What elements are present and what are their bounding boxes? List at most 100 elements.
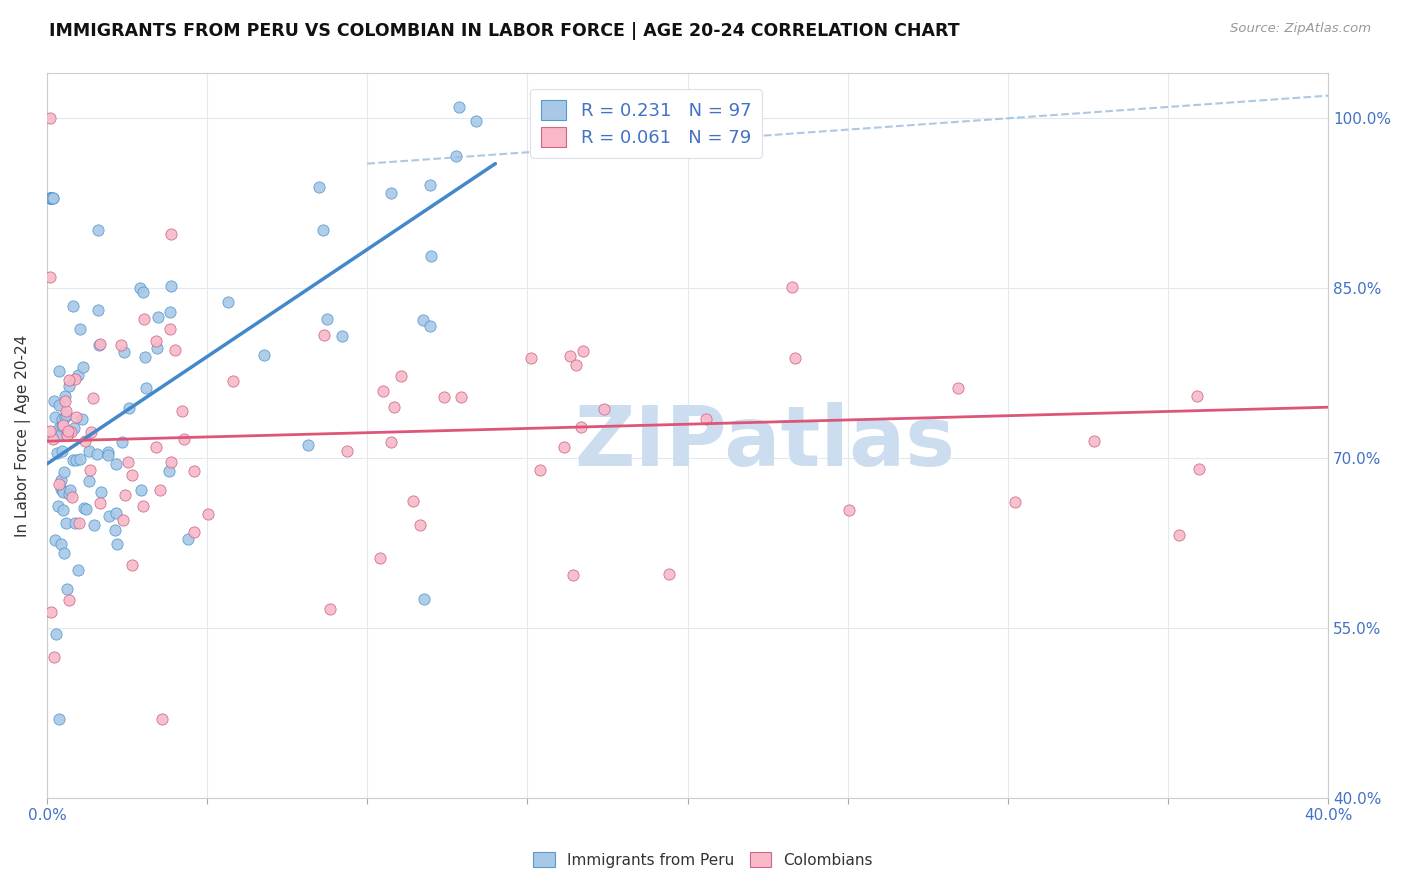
Point: [56, 427, 79, 442]
Point: [173, 432, 195, 446]
Point: [89, 338, 111, 352]
Point: [529, 463, 551, 477]
Point: [419, 178, 441, 192]
Point: [560, 349, 582, 363]
Point: [571, 344, 593, 359]
Point: [60, 490, 83, 504]
Point: [114, 488, 136, 502]
Point: [48, 476, 70, 491]
Point: [785, 351, 807, 365]
Point: [53, 546, 76, 560]
Point: [132, 312, 155, 326]
Point: [67, 563, 90, 577]
Point: [553, 440, 575, 454]
Point: [401, 494, 423, 508]
Point: [520, 351, 543, 365]
Text: Source: ZipAtlas.com: Source: ZipAtlas.com: [1230, 22, 1371, 36]
Point: [59, 425, 82, 439]
Point: [420, 249, 443, 263]
Point: [58, 487, 80, 501]
Point: [297, 438, 319, 452]
Point: [112, 513, 135, 527]
Text: IMMIGRANTS FROM PERU VS COLOMBIAN IN LABOR FORCE | AGE 20-24 CORRELATION CHART: IMMIGRANTS FROM PERU VS COLOMBIAN IN LAB…: [49, 22, 960, 40]
Point: [63, 372, 86, 386]
Point: [42, 191, 65, 205]
Point: [157, 464, 180, 478]
Point: [658, 567, 681, 582]
Point: [131, 285, 153, 299]
Point: [332, 329, 354, 343]
Point: [65, 409, 87, 424]
Point: [41, 432, 63, 446]
Point: [561, 568, 583, 582]
Point: [121, 558, 143, 572]
Point: [59, 483, 82, 497]
Point: [75, 501, 97, 516]
Point: [51, 443, 73, 458]
Point: [97, 445, 120, 459]
Point: [51, 411, 73, 425]
Point: [217, 294, 239, 309]
Point: [160, 455, 183, 469]
Point: [52, 503, 75, 517]
Point: [132, 499, 155, 513]
Point: [308, 180, 330, 194]
Point: [77, 443, 100, 458]
Point: [58, 378, 80, 392]
Point: [110, 338, 132, 352]
Point: [58, 592, 80, 607]
Point: [83, 518, 105, 533]
Point: [146, 341, 169, 355]
Point: [49, 474, 72, 488]
Point: [41, 191, 63, 205]
Point: [65, 453, 87, 467]
Point: [197, 507, 219, 521]
Point: [311, 223, 333, 237]
Point: [53, 389, 76, 403]
Point: [46, 499, 69, 513]
Point: [170, 404, 193, 418]
Point: [55, 428, 77, 442]
Point: [382, 401, 405, 415]
Point: [183, 464, 205, 478]
Point: [39, 424, 62, 438]
Point: [695, 412, 717, 426]
Point: [177, 532, 200, 546]
Point: [39, 191, 62, 205]
Point: [389, 368, 412, 383]
Legend: R = 0.231   N = 97, R = 0.061   N = 79: R = 0.231 N = 97, R = 0.061 N = 79: [530, 89, 762, 158]
Point: [39, 191, 62, 205]
Point: [80, 425, 103, 440]
Point: [51, 418, 73, 433]
Point: [42, 191, 65, 205]
Point: [42, 393, 65, 408]
Point: [160, 279, 183, 293]
Point: [1187, 389, 1209, 403]
Point: [1168, 527, 1191, 541]
Point: [48, 364, 70, 378]
Point: [41, 605, 63, 619]
Point: [66, 368, 89, 383]
Point: [39, 191, 62, 205]
Point: [593, 401, 616, 416]
Point: [1083, 434, 1105, 448]
Point: [409, 518, 432, 533]
Point: [79, 463, 101, 477]
Point: [62, 453, 84, 467]
Point: [183, 525, 205, 540]
Point: [419, 318, 441, 333]
Point: [380, 434, 402, 449]
Point: [55, 516, 77, 531]
Y-axis label: In Labor Force | Age 20-24: In Labor Force | Age 20-24: [15, 334, 31, 537]
Point: [380, 186, 402, 200]
Point: [104, 507, 127, 521]
Point: [79, 474, 101, 488]
Point: [107, 537, 129, 551]
Point: [52, 484, 75, 499]
Point: [412, 313, 434, 327]
Point: [145, 440, 167, 454]
Point: [160, 227, 183, 241]
Point: [52, 485, 75, 500]
Point: [45, 446, 67, 460]
Point: [370, 551, 392, 566]
